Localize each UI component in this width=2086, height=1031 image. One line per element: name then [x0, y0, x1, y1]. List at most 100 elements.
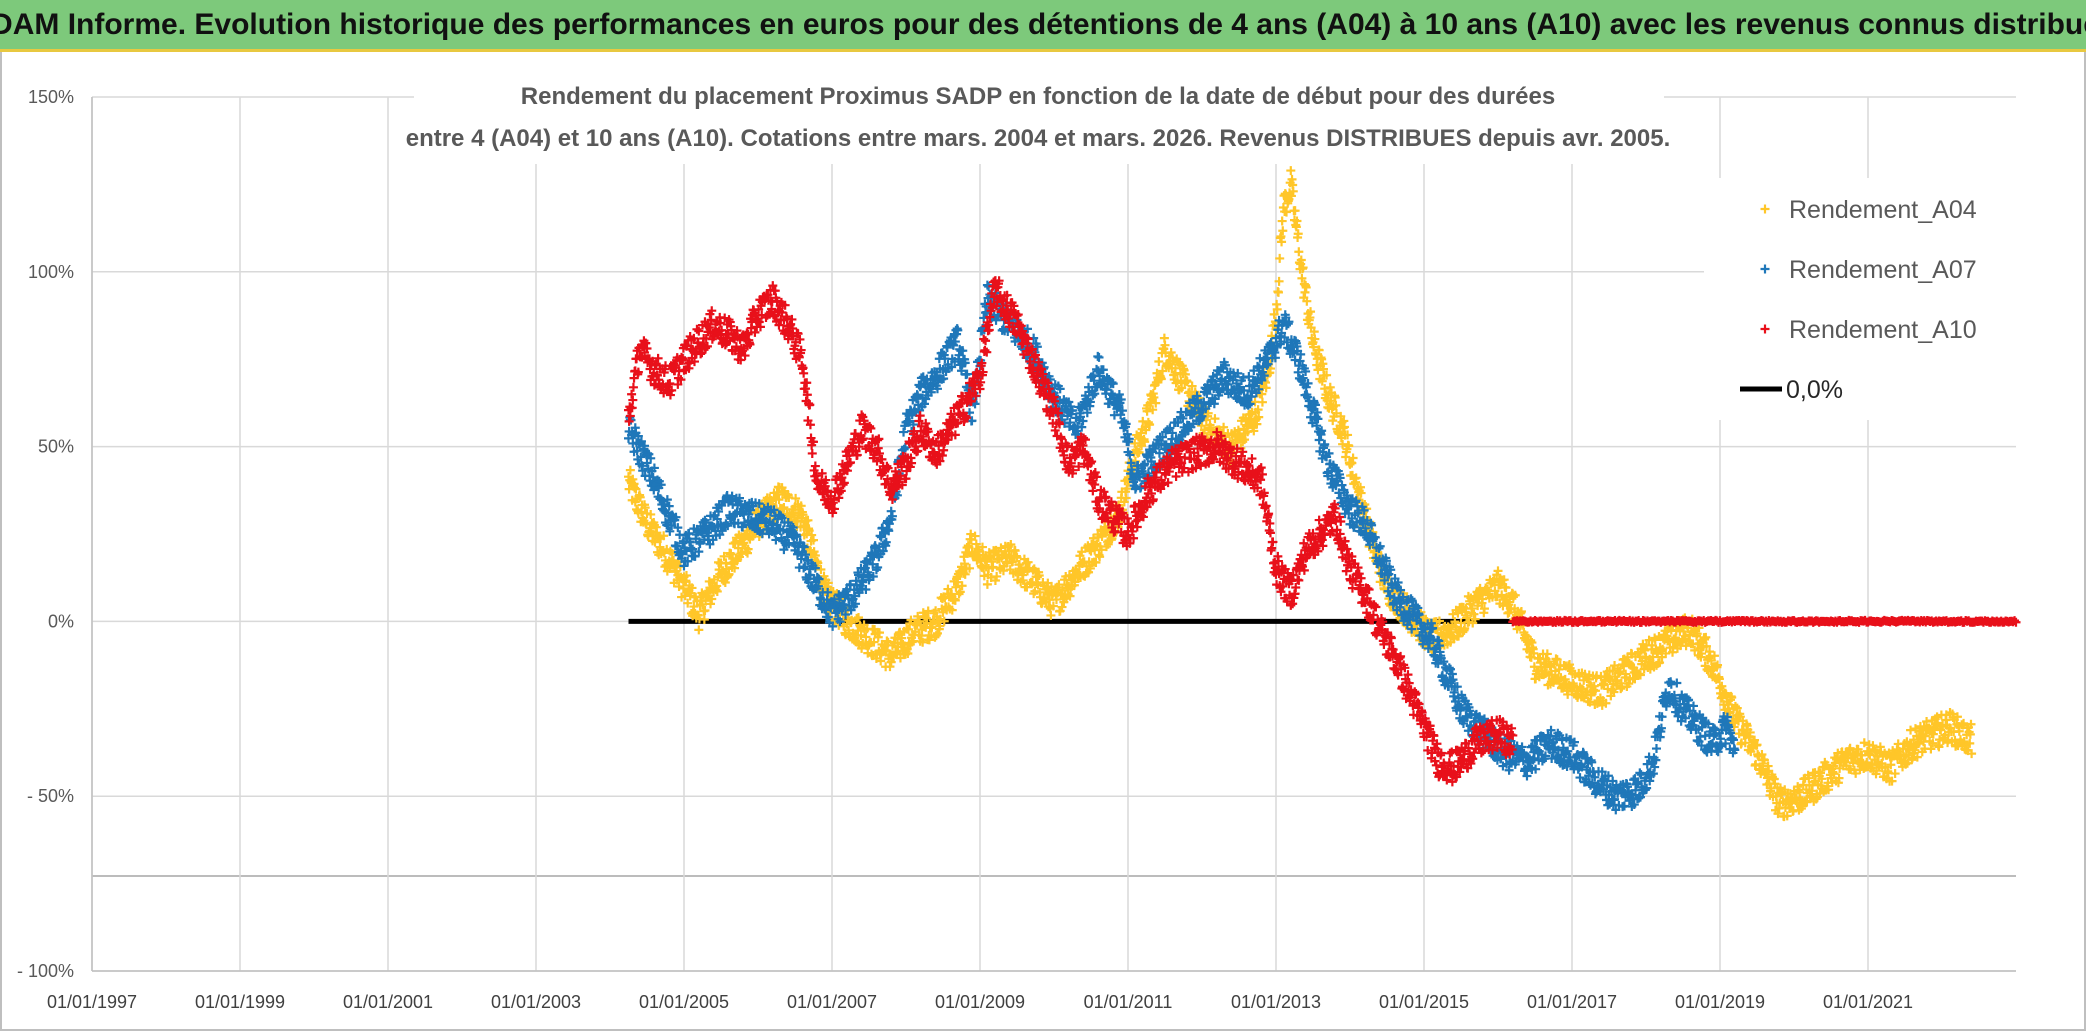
marker-a04: [1469, 609, 1479, 619]
marker-a10: [628, 382, 638, 392]
marker-a04: [1552, 655, 1562, 665]
marker-a07: [1575, 773, 1585, 783]
marker-a04: [665, 564, 675, 574]
marker-a04: [892, 647, 902, 657]
marker-a04: [1460, 623, 1470, 633]
y-tick-label: 150%: [28, 87, 74, 107]
y-tick-label: 100%: [28, 262, 74, 282]
marker-a04: [687, 583, 697, 593]
marker-a04: [1325, 382, 1335, 392]
marker-a07: [886, 506, 896, 516]
marker-a04: [1293, 229, 1303, 239]
marker-a04: [1063, 589, 1073, 599]
marker-a04: [1661, 648, 1671, 658]
x-axis-ticks: 01/01/1997 01/01/1999 01/01/2001 01/01/2003…: [47, 992, 1913, 1012]
marker-a04: [1497, 590, 1507, 600]
marker-a04: [798, 510, 808, 520]
marker-a10: [981, 336, 991, 346]
marker-a04: [1254, 412, 1264, 422]
marker-a04: [816, 564, 826, 574]
marker-a04: [903, 624, 913, 634]
marker-a04: [1492, 591, 1502, 601]
marker-a04: [1006, 540, 1016, 550]
x-tick-label: 01/01/1999: [195, 992, 285, 1012]
marker-a04: [960, 569, 970, 579]
marker-a04: [1701, 641, 1711, 651]
marker-a04: [779, 503, 789, 513]
marker-a04: [1479, 604, 1489, 614]
marker-a04: [1310, 334, 1320, 344]
marker-a04: [1529, 648, 1539, 658]
marker-a04: [1347, 458, 1357, 468]
marker-a07: [771, 535, 781, 545]
marker-a04: [951, 582, 961, 592]
marker-a04: [918, 637, 928, 647]
marker-a04: [861, 632, 871, 642]
marker-a04: [1096, 545, 1106, 555]
marker-a04: [1156, 374, 1166, 384]
marker-a04: [807, 530, 817, 540]
marker-a04: [964, 542, 974, 552]
marker-a04: [1709, 651, 1719, 661]
marker-a04: [1906, 725, 1916, 735]
marker-a04: [1545, 661, 1555, 671]
marker-a04: [1697, 649, 1706, 659]
marker-a04: [728, 539, 738, 549]
marker-a04: [669, 555, 679, 565]
marker-a04: [1348, 453, 1358, 463]
marker-a07: [1094, 352, 1104, 362]
x-tick-label: 01/01/2013: [1231, 992, 1321, 1012]
marker-a04: [1680, 631, 1690, 641]
marker-a04: [1320, 384, 1330, 394]
marker-a04: [1344, 441, 1354, 451]
marker-a04: [625, 465, 635, 475]
marker-a04: [1624, 679, 1634, 689]
marker-a04: [1249, 426, 1259, 436]
marker-a07: [1651, 744, 1661, 754]
marker-a04: [1046, 610, 1056, 620]
marker-a04: [1034, 571, 1044, 581]
marker-a04: [1286, 166, 1296, 176]
marker-a04: [809, 535, 818, 545]
marker-a10: [799, 368, 809, 378]
marker-a07: [1727, 733, 1737, 743]
marker-a04: [1356, 488, 1366, 498]
marker-a04: [1467, 603, 1477, 613]
x-tick-label: 01/01/2011: [1084, 992, 1173, 1012]
marker-a04: [1453, 608, 1463, 618]
marker-a04: [1286, 191, 1296, 201]
marker-a04: [1493, 566, 1503, 576]
marker-a04: [970, 531, 980, 541]
marker-a04: [1054, 580, 1064, 590]
marker-a04: [869, 637, 879, 647]
marker-a04: [1345, 459, 1355, 469]
marker-a04: [659, 531, 669, 541]
marker-a04: [1149, 392, 1159, 402]
marker-a04: [1335, 429, 1345, 439]
marker-a04: [1306, 307, 1316, 317]
marker-a04: [1274, 276, 1284, 286]
marker-a04: [681, 571, 691, 581]
y-tick-label: 50%: [38, 437, 74, 457]
marker-a04: [957, 581, 967, 591]
marker-a04: [960, 559, 970, 569]
marker-a04: [654, 532, 664, 542]
marker-a04: [1177, 383, 1187, 393]
marker-a04: [1278, 226, 1288, 236]
x-tick-label: 01/01/2021: [1823, 992, 1913, 1012]
marker-a04: [1122, 484, 1132, 494]
marker-a04: [1560, 674, 1570, 684]
marker-a07: [1635, 768, 1645, 778]
marker-a04: [950, 595, 960, 605]
marker-a07: [1672, 678, 1682, 688]
marker-a07: [1314, 435, 1324, 445]
marker-a04: [1010, 546, 1020, 556]
marker-a04: [1634, 669, 1644, 679]
marker-a04: [947, 605, 957, 615]
marker-a04: [726, 549, 736, 559]
marker-a04: [667, 548, 677, 558]
marker-a04: [803, 515, 813, 525]
marker-a04: [897, 633, 907, 643]
marker-a04: [1261, 383, 1271, 393]
marker-a04: [1331, 400, 1341, 410]
